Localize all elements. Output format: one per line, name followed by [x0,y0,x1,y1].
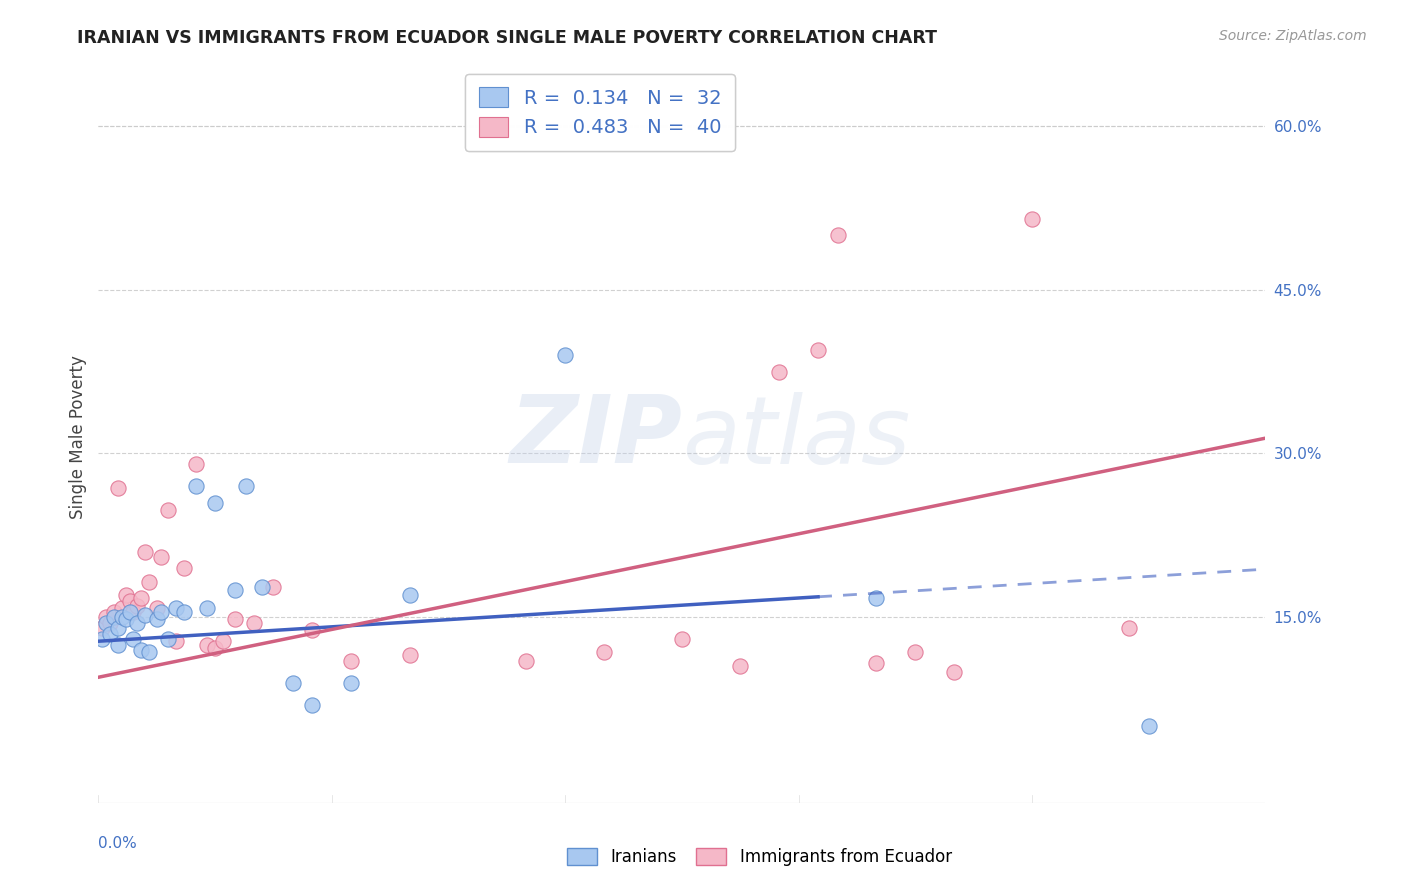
Text: 0.0%: 0.0% [98,836,138,851]
Point [111,601,134,615]
Point [515,654,537,668]
Point [243,615,266,630]
Point [1137,719,1160,733]
Point [173,561,195,575]
Point [111,610,134,624]
Point [593,645,616,659]
Point [107,482,129,496]
Point [149,550,172,565]
Point [129,591,152,605]
Point [157,503,180,517]
Point [114,612,136,626]
Point [865,656,887,670]
Point [165,601,187,615]
Point [904,645,927,659]
Point [91,621,114,635]
Point [107,638,129,652]
Point [118,594,141,608]
Point [96,610,118,624]
Point [184,479,207,493]
Point [114,588,136,602]
Text: atlas: atlas [682,392,910,483]
Point [554,348,576,362]
Point [98,626,121,640]
Point [129,643,152,657]
Legend: R =  0.134   N =  32, R =  0.483   N =  40: R = 0.134 N = 32, R = 0.483 N = 40 [465,74,735,151]
Point [340,654,363,668]
Point [157,632,180,646]
Point [301,698,323,712]
Point [224,582,246,597]
Point [146,601,169,615]
Point [107,621,129,635]
Point [398,648,420,663]
Point [195,638,218,652]
Point [96,615,118,630]
Point [943,665,966,679]
Point [281,675,304,690]
Point [730,659,752,673]
Point [138,575,160,590]
Point [235,479,257,493]
Point [671,632,693,646]
Point [301,624,323,638]
Text: IRANIAN VS IMMIGRANTS FROM ECUADOR SINGLE MALE POVERTY CORRELATION CHART: IRANIAN VS IMMIGRANTS FROM ECUADOR SINGL… [77,29,938,46]
Point [212,634,235,648]
Point [250,580,273,594]
Point [165,634,187,648]
Point [195,601,218,615]
Text: Source: ZipAtlas.com: Source: ZipAtlas.com [1219,29,1367,43]
Point [91,632,114,646]
Point [768,365,790,379]
Point [204,495,226,509]
Point [146,612,169,626]
Point [340,675,363,690]
Text: ZIP: ZIP [509,391,682,483]
Point [118,605,141,619]
Point [122,632,145,646]
Y-axis label: Single Male Poverty: Single Male Poverty [69,355,87,519]
Point [224,612,246,626]
Legend: Iranians, Immigrants from Ecuador: Iranians, Immigrants from Ecuador [560,841,959,873]
Point [865,591,887,605]
Point [149,605,172,619]
Point [827,228,849,243]
Point [103,605,125,619]
Point [262,580,284,594]
Point [103,610,125,624]
Point [398,588,420,602]
Point [98,615,121,630]
Point [122,605,145,619]
Point [1021,211,1043,226]
Point [127,599,149,614]
Point [134,607,156,622]
Point [204,640,226,655]
Point [127,615,149,630]
Point [138,645,160,659]
Point [1118,621,1140,635]
Point [807,343,830,357]
Point [184,458,207,472]
Point [134,545,156,559]
Point [173,605,195,619]
